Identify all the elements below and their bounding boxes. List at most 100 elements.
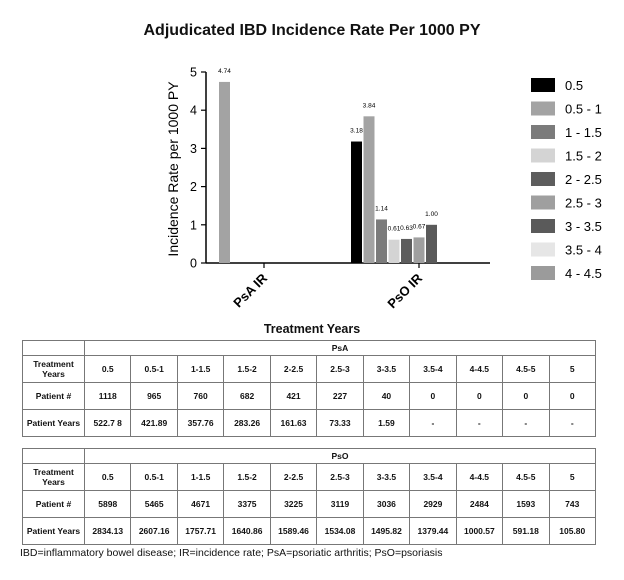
table-cell: 421.89 — [130, 409, 178, 437]
legend-label: 3 - 3.5 — [565, 219, 602, 234]
table-cell: 1757.71 — [176, 517, 225, 545]
table-cell: 0 — [502, 382, 550, 410]
column-header: 2.5-3 — [316, 355, 364, 383]
pso-group-row: PsO — [22, 448, 596, 464]
column-header: 1-1.5 — [176, 355, 225, 383]
column-header: 2-2.5 — [269, 355, 318, 383]
table-cell: 522.7 8 — [83, 409, 132, 437]
table-cell: 161.63 — [269, 409, 318, 437]
bar-value-label: 4.74 — [218, 68, 231, 75]
table-cell: 4671 — [176, 490, 225, 518]
legend-swatch — [531, 78, 555, 92]
legend-label: 1 - 1.5 — [565, 125, 602, 140]
bar-value-label: 3.84 — [363, 102, 376, 109]
footnote: IBD=inflammatory bowel disease; IR=incid… — [20, 547, 443, 559]
table-cell: 1589.46 — [269, 517, 318, 545]
psa-group-label: PsA — [84, 340, 596, 356]
column-header: 3.5-4 — [409, 355, 457, 383]
pso-patients-row: Patient # 5898 5465 4671 3375 3225 3119 … — [22, 490, 597, 518]
table-cell: 5898 — [83, 490, 132, 518]
table-cell: 1534.08 — [316, 517, 364, 545]
x-tick-label: PsO IR — [384, 270, 425, 311]
chart-axes: 0 1 2 3 4 5 Incidence Rate per 1000 PY PsA IR Ps… — [165, 66, 490, 311]
psa-patient-years-row: Patient Years 522.7 8 421.89 357.76 283.… — [22, 409, 597, 437]
psa-group-row: PsA — [22, 340, 596, 356]
column-header: 4-4.5 — [455, 355, 504, 383]
column-header: 5 — [548, 355, 597, 383]
bar — [363, 116, 375, 263]
row-label: Patient # — [22, 490, 85, 518]
legend-swatch — [531, 195, 555, 210]
column-header: 3-3.5 — [362, 355, 411, 383]
bar-value-label: 0.67 — [413, 223, 426, 230]
table-cell: 2929 — [409, 490, 457, 518]
table-cell: 105.80 — [548, 517, 597, 545]
table-cell: 3375 — [223, 490, 271, 518]
y-tick-label: 4 — [190, 104, 197, 118]
legend-swatch — [531, 148, 555, 163]
table-cell: 227 — [316, 382, 364, 410]
chart-bars: 4.74 3.18 3.84 1.14 0.61 0.63 0.67 1.00 — [218, 68, 438, 263]
table-cell: 283.26 — [223, 409, 271, 437]
bar — [376, 219, 387, 263]
table-cell: 965 — [130, 382, 178, 410]
bar — [388, 239, 400, 263]
bar-value-label: 0.63 — [400, 225, 413, 232]
y-tick-label: 3 — [190, 142, 197, 156]
legend-label: 0.5 - 1 — [565, 102, 602, 117]
table-cell: - — [409, 409, 457, 437]
chart-legend: 0.5 0.5 - 1 1 - 1.5 1.5 - 2 2 - 2.5 2.5 - 3 3 … — [531, 78, 602, 281]
legend-label: 0.5 — [565, 78, 583, 93]
y-tick-label: 5 — [190, 66, 197, 80]
table-cell: 1495.82 — [362, 517, 411, 545]
pso-years-row: Treatment Years 0.5 0.5-1 1-1.5 1.5-2 2-… — [22, 463, 597, 491]
bar-value-label: 0.61 — [388, 226, 401, 233]
table-cell: 1640.86 — [223, 517, 271, 545]
table-cell: 0 — [548, 382, 597, 410]
bar-value-label: 1.14 — [375, 205, 388, 212]
table-cell: 682 — [223, 382, 271, 410]
row-label: Patient Years — [22, 409, 85, 437]
table-cell: 2834.13 — [83, 517, 132, 545]
psa-years-row: Treatment Years 0.5 0.5-1 1-1.5 1.5-2 2-… — [22, 355, 597, 383]
legend-label: 1.5 - 2 — [565, 149, 602, 164]
column-header: 2.5-3 — [316, 463, 364, 491]
table-cell: 357.76 — [176, 409, 225, 437]
legend-swatch — [531, 125, 555, 139]
table-cell: 760 — [176, 382, 225, 410]
table-cell: 3119 — [316, 490, 364, 518]
row-label: Patient Years — [22, 517, 85, 545]
bar — [426, 224, 437, 263]
table-cell: 1.59 — [362, 409, 411, 437]
legend-label: 3.5 - 4 — [565, 243, 602, 258]
table-cell: 421 — [269, 382, 318, 410]
bar-value-label: 3.18 — [350, 128, 363, 135]
row-label: Treatment Years — [22, 463, 85, 491]
table-cell: 743 — [548, 490, 597, 518]
table-cell: 1000.57 — [455, 517, 504, 545]
column-header: 5 — [548, 463, 597, 491]
column-header: 2-2.5 — [269, 463, 318, 491]
pso-patient-years-row: Patient Years 2834.13 2607.16 1757.71 16… — [22, 517, 597, 545]
table-cell: 0 — [455, 382, 504, 410]
y-axis-label: Incidence Rate per 1000 PY — [165, 81, 181, 257]
pso-corner-cell — [22, 448, 85, 464]
chart-title: Adjudicated IBD Incidence Rate Per 1000 … — [143, 22, 481, 39]
table-cell: 1118 — [83, 382, 132, 410]
y-tick-label: 2 — [190, 180, 197, 194]
table-cell: - — [548, 409, 597, 437]
bar — [351, 141, 362, 263]
column-header: 3-3.5 — [362, 463, 411, 491]
bar — [401, 238, 412, 263]
legend-swatch — [531, 219, 555, 233]
table-cell: 1379.44 — [409, 517, 457, 545]
table-cell: 2484 — [455, 490, 504, 518]
psa-corner-cell — [22, 340, 85, 356]
table-cell: 0 — [409, 382, 457, 410]
pso-group-label: PsO — [84, 448, 596, 464]
legend-label: 2 - 2.5 — [565, 172, 602, 187]
bar — [413, 237, 425, 263]
legend-swatch — [531, 266, 555, 280]
tables-title: Treatment Years — [263, 322, 361, 336]
x-tick-label: PsA IR — [230, 270, 270, 310]
